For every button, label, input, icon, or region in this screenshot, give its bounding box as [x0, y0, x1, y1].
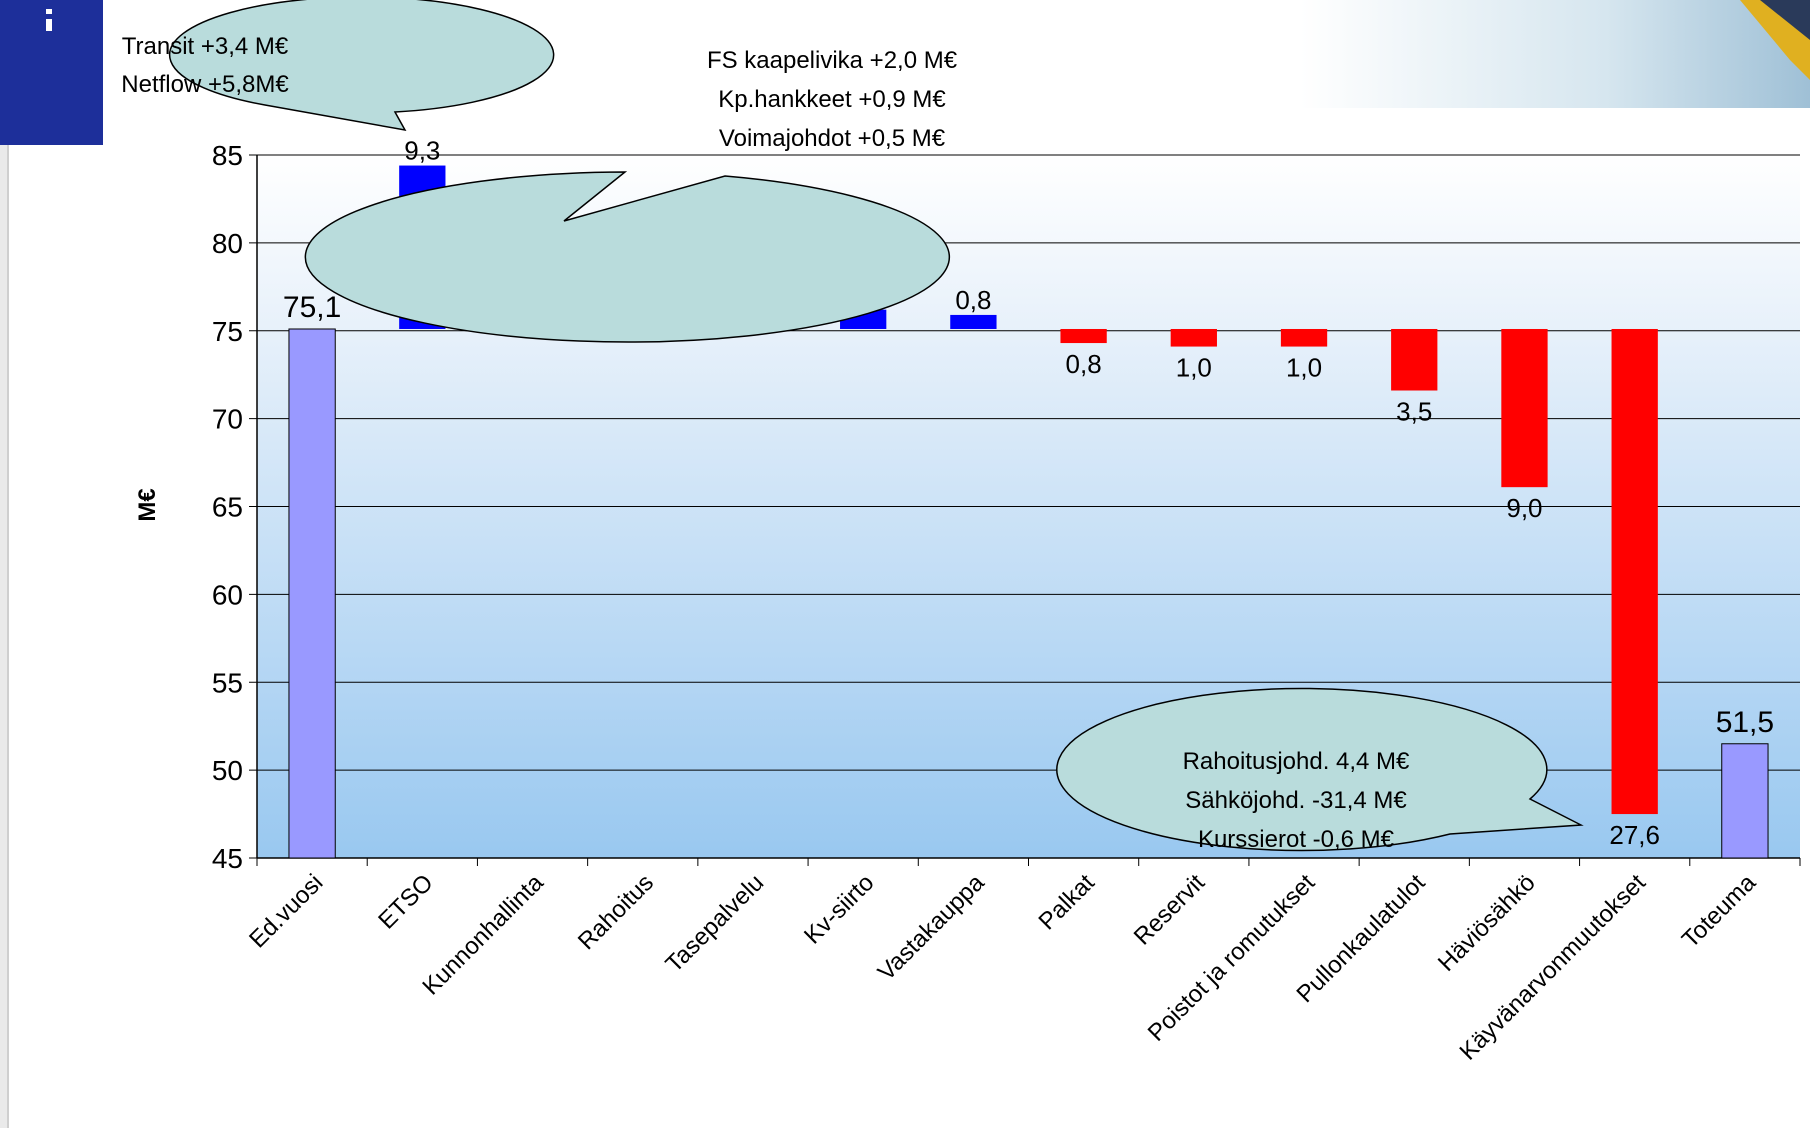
callout-kayvanarvo: Rahoitusjohd. 4,4 M€ Sähköjohd. -31,4 M€… [1056, 687, 1584, 853]
header-logo-mark-2 [46, 19, 52, 31]
callout-etso-line-2: Netflow +5,8M€ [121, 71, 289, 98]
callout-kayvanarvo-line-3: Kurssierot -0,6 M€ [1198, 826, 1395, 853]
y-tick-label: 85 [212, 140, 243, 171]
bar-decrease [1280, 328, 1328, 347]
bar-total [288, 328, 336, 859]
data-label: 27,6 [1609, 820, 1660, 850]
bar-increase [950, 314, 997, 329]
data-label: 1,0 [1286, 353, 1322, 383]
callout-etso: Transit +3,4 M€ Netflow +5,8M€ [121, 0, 555, 132]
data-label: 0,8 [955, 285, 991, 315]
data-label: 9,3 [404, 136, 440, 166]
x-tick-label: Rahoitus [573, 869, 659, 955]
x-tick-label: Kv-siirto [799, 869, 879, 949]
bar-decrease [1170, 328, 1217, 347]
x-tick-label: Ed.vuosi [244, 869, 328, 953]
callout-kunnonhallinta-bubble [304, 171, 951, 343]
callout-etso-line-1: Transit +3,4 M€ [122, 33, 289, 60]
callout-kayvanarvo-line-2: Sähköjohd. -31,4 M€ [1185, 787, 1407, 814]
data-label: 0,8 [1066, 349, 1102, 379]
x-tick-label: Toteuma [1677, 869, 1762, 954]
callout-etso-bubble [168, 0, 555, 132]
bar-decrease [1611, 328, 1658, 815]
bar-decrease [1391, 328, 1438, 391]
data-label: 9,0 [1506, 493, 1542, 523]
y-tick-label: 45 [212, 843, 243, 874]
callout-kunnonhallinta-line-2: Kp.hankkeet +0,9 M€ [718, 86, 946, 113]
y-tick-label: 80 [212, 228, 243, 259]
y-tick-labels: 45 50 55 60 65 70 75 80 85 [212, 140, 257, 874]
bar-decrease [1060, 328, 1107, 344]
x-tick-label: Reservit [1129, 869, 1211, 951]
gridlines [257, 154, 1800, 859]
y-axis-title: M€ [134, 488, 161, 521]
header-banner-image [1300, 0, 1810, 108]
callout-kunnonhallinta: FS kaapelivika +2,0 M€ Kp.hankkeet +0,9 … [304, 47, 958, 343]
callout-kayvanarvo-bubble [1056, 687, 1584, 852]
bar-decrease [1501, 328, 1548, 488]
y-tick-label: 65 [212, 492, 243, 523]
callout-kayvanarvo-line-1: Rahoitusjohd. 4,4 M€ [1183, 748, 1410, 775]
data-label: 1,0 [1176, 353, 1212, 383]
y-tick-label: 55 [212, 667, 243, 698]
y-tick-label: 70 [212, 404, 243, 435]
callout-kunnonhallinta-line-1: FS kaapelivika +2,0 M€ [707, 47, 958, 74]
x-tick-label: ETSO [373, 869, 438, 934]
data-label: 3,5 [1396, 397, 1432, 427]
x-tick-label: Vastakauppa [873, 869, 990, 986]
y-tick-label: 60 [212, 579, 243, 610]
x-tick-label: Palkat [1034, 869, 1100, 935]
x-tick-label: Häviösähkö [1433, 869, 1541, 977]
bar-total [1721, 743, 1769, 859]
data-label: 51,5 [1716, 706, 1774, 739]
callout-kunnonhallinta-line-3: Voimajohdot +0,5 M€ [719, 125, 946, 152]
page-left-border-line [7, 0, 9, 1128]
y-tick-label: 50 [212, 755, 243, 786]
page-left-border [0, 0, 7, 1128]
x-tick-label: Käyvänarvonmuutokset [1454, 869, 1651, 1066]
data-label: 75,1 [283, 291, 341, 324]
header-logo-mark [46, 9, 52, 14]
header-pen-shadow [1760, 0, 1810, 40]
x-tick-label: Tasepalvelu [660, 869, 769, 978]
y-tick-label: 75 [212, 316, 243, 347]
